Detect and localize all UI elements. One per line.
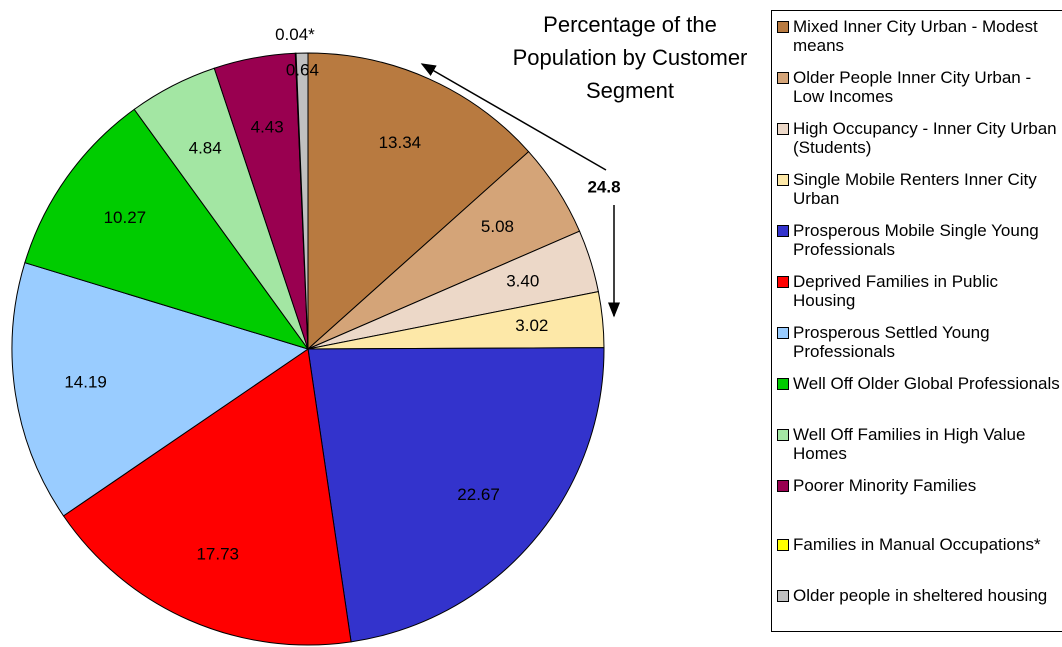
pie-slice xyxy=(307,52,530,351)
data-label: 17.73 xyxy=(196,545,239,564)
data-label: 14.19 xyxy=(64,372,107,391)
legend-label: Older people in sheltered housing xyxy=(793,586,1048,605)
legend: Mixed Inner City Urban - Modest means Old… xyxy=(771,10,1062,632)
legend-label: Families in Manual Occupations* xyxy=(793,535,1041,554)
annotation: 24.8 xyxy=(587,177,620,196)
pie-slice xyxy=(62,348,352,646)
annotation-arrow xyxy=(420,63,607,171)
legend-swatch xyxy=(777,72,789,84)
legend-label: Mixed Inner City Urban - Modest means xyxy=(793,17,1038,55)
pie-slice xyxy=(307,347,605,643)
legend-swatch xyxy=(777,174,789,186)
data-label: 22.67 xyxy=(457,485,500,504)
chart-title: Percentage of the Population by Customer… xyxy=(512,12,748,103)
legend-label: Well Off Families in High Value Homes xyxy=(793,425,1026,463)
legend-label: High Occupancy - Inner City Urban (Stude… xyxy=(793,119,1057,157)
legend-label: Older People Inner City Urban - Low Inco… xyxy=(793,68,1032,106)
legend-swatch xyxy=(777,539,789,551)
legend-swatch xyxy=(777,429,789,441)
pie-slice xyxy=(11,262,310,517)
legend-label: Poorer Minority Families xyxy=(793,476,977,495)
legend-label: Prosperous Mobile Single Young Professio… xyxy=(793,221,1039,259)
data-label: 5.08 xyxy=(481,217,514,236)
data-label: 13.34 xyxy=(379,133,422,152)
legend-swatch xyxy=(777,590,789,602)
legend-swatch xyxy=(777,123,789,135)
data-label: 0.64 xyxy=(286,60,319,79)
data-label: 3.40 xyxy=(506,272,539,291)
legend-swatch xyxy=(777,327,789,339)
data-label: 3.02 xyxy=(515,316,548,335)
legend-swatch xyxy=(777,225,789,237)
legend-label: Single Mobile Renters Inner City Urban xyxy=(793,170,1037,208)
data-label: 4.84 xyxy=(189,138,222,157)
legend-swatch xyxy=(777,480,789,492)
legend-swatch xyxy=(777,21,789,33)
legend-label: Deprived Families in Public Housing xyxy=(793,272,999,310)
pie-slice xyxy=(24,108,310,350)
legend-label: Prosperous Settled Young Professionals xyxy=(793,323,990,361)
data-label: 0.04* xyxy=(275,25,315,44)
legend-swatch xyxy=(777,378,789,390)
data-label: 10.27 xyxy=(104,208,147,227)
data-label: 4.43 xyxy=(251,117,284,136)
legend-swatch xyxy=(777,276,789,288)
legend-label: Well Off Older Global Professionals xyxy=(793,374,1060,393)
pie-slice xyxy=(295,52,309,350)
